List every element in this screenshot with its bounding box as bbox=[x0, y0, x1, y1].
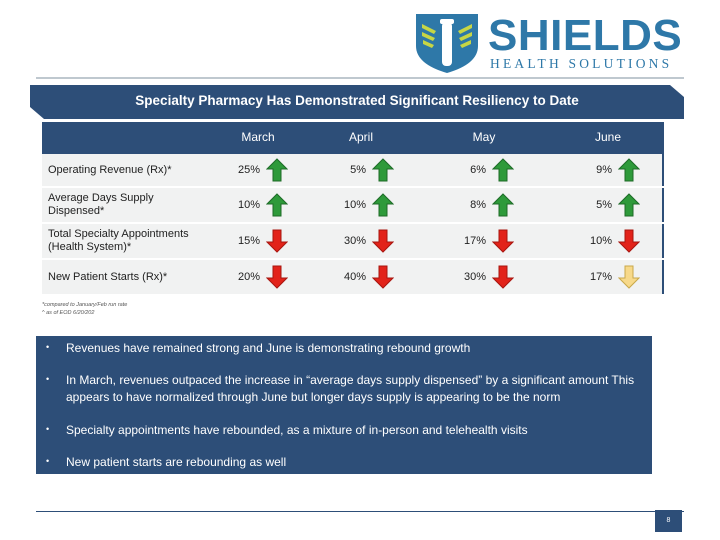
bullet-text: New patient starts are rebounding as wel… bbox=[66, 455, 287, 469]
percent-value: 8% bbox=[470, 199, 486, 211]
metrics-table: March April May June Operating Revenue (… bbox=[42, 122, 664, 296]
arrow-up-icon bbox=[371, 193, 395, 217]
table-cell: 17% bbox=[416, 229, 552, 253]
arrow-down-icon bbox=[617, 265, 641, 289]
shields-logo: SHIELDS HEALTH SOLUTIONS bbox=[414, 12, 694, 74]
table-row: New Patient Starts (Rx)* 20% 40% 30% 17% bbox=[42, 260, 664, 296]
percent-value: 5% bbox=[350, 164, 366, 176]
percent-value: 5% bbox=[596, 199, 612, 211]
table-cell: 10% bbox=[552, 229, 664, 253]
table-cell: 25% bbox=[210, 158, 306, 182]
table-cell: 20% bbox=[210, 265, 306, 289]
bullet-text: Specialty appointments have rebounded, a… bbox=[66, 423, 528, 437]
percent-value: 17% bbox=[463, 235, 486, 247]
arrow-down-icon bbox=[265, 265, 289, 289]
column-header-june: June bbox=[594, 130, 622, 144]
brand-name: SHIELDS bbox=[488, 11, 683, 60]
table-cell: 30% bbox=[306, 229, 416, 253]
table-cell: 5% bbox=[306, 158, 416, 182]
table-row: Total Specialty Appointments (Health Sys… bbox=[42, 224, 664, 260]
percent-value: 40% bbox=[343, 271, 366, 283]
table-cell: 9% bbox=[552, 158, 664, 182]
header-divider bbox=[36, 77, 684, 79]
row-label: Total Specialty Appointments (Health Sys… bbox=[48, 228, 189, 253]
arrow-up-icon bbox=[491, 158, 515, 182]
brand-subtitle: HEALTH SOLUTIONS bbox=[490, 56, 673, 71]
table-cell: 30% bbox=[416, 265, 552, 289]
table-cell: 10% bbox=[210, 193, 306, 217]
footnote-comparison: *compared to January/Feb run rate bbox=[42, 302, 128, 308]
bullet-icon: • bbox=[46, 374, 50, 384]
bullet-icon: • bbox=[46, 424, 50, 434]
arrow-down-icon bbox=[371, 229, 395, 253]
bullet-text: Revenues have remained strong and June i… bbox=[66, 341, 471, 355]
footer-divider bbox=[36, 511, 684, 512]
table-cell: 10% bbox=[306, 193, 416, 217]
row-label: Average Days Supply Dispensed* bbox=[48, 192, 154, 217]
percent-value: 20% bbox=[237, 271, 260, 283]
column-header-may: May bbox=[472, 130, 496, 144]
percent-value: 30% bbox=[463, 271, 486, 283]
table-header: March April May June bbox=[42, 122, 664, 154]
column-header-march: March bbox=[241, 130, 275, 144]
row-label: New Patient Starts (Rx)* bbox=[48, 270, 168, 283]
arrow-down-icon bbox=[491, 265, 515, 289]
bullet-icon: • bbox=[46, 342, 50, 352]
page-title: Specialty Pharmacy Has Demonstrated Sign… bbox=[135, 93, 579, 108]
title-banner: Specialty Pharmacy Has Demonstrated Sign… bbox=[30, 85, 684, 119]
percent-value: 15% bbox=[237, 235, 260, 247]
arrow-down-icon bbox=[491, 229, 515, 253]
table-cell: 5% bbox=[552, 193, 664, 217]
arrow-up-icon bbox=[617, 158, 641, 182]
table-cell: 8% bbox=[416, 193, 552, 217]
percent-value: 10% bbox=[343, 199, 366, 211]
shield-logo-icon bbox=[416, 14, 478, 73]
percent-value: 10% bbox=[237, 199, 260, 211]
percent-value: 25% bbox=[237, 164, 260, 176]
arrow-up-icon bbox=[617, 193, 641, 217]
arrow-up-icon bbox=[491, 193, 515, 217]
arrow-up-icon bbox=[371, 158, 395, 182]
table-row: Operating Revenue (Rx)* 25% 5% 6% 9% bbox=[42, 154, 664, 188]
bullet-text: In March, revenues outpaced the increase… bbox=[66, 373, 635, 404]
percent-value: 30% bbox=[343, 235, 366, 247]
footnotes: *compared to January/Feb run rate ^ as o… bbox=[42, 301, 127, 317]
arrow-down-icon bbox=[265, 229, 289, 253]
footnote-date: ^ as of EOD 6/20/202 bbox=[42, 310, 95, 316]
percent-value: 10% bbox=[589, 235, 612, 247]
arrow-up-icon bbox=[265, 158, 289, 182]
percent-value: 6% bbox=[470, 164, 486, 176]
percent-value: 17% bbox=[589, 271, 612, 283]
bullet-icon: • bbox=[46, 456, 50, 466]
arrow-down-icon bbox=[371, 265, 395, 289]
table-cell: 6% bbox=[416, 158, 552, 182]
arrow-up-icon bbox=[265, 193, 289, 217]
row-label: Operating Revenue (Rx)* bbox=[48, 163, 172, 176]
column-header-april: April bbox=[348, 130, 373, 144]
table-cell: 15% bbox=[210, 229, 306, 253]
arrow-down-icon bbox=[617, 229, 641, 253]
percent-value: 9% bbox=[596, 164, 612, 176]
page-number: 8 bbox=[655, 510, 682, 532]
table-row: Average Days Supply Dispensed* 10% 10% 8% 5% bbox=[42, 188, 664, 224]
table-cell: 40% bbox=[306, 265, 416, 289]
table-cell: 17% bbox=[552, 265, 664, 289]
summary-panel: • Revenues have remained strong and June… bbox=[36, 336, 652, 474]
